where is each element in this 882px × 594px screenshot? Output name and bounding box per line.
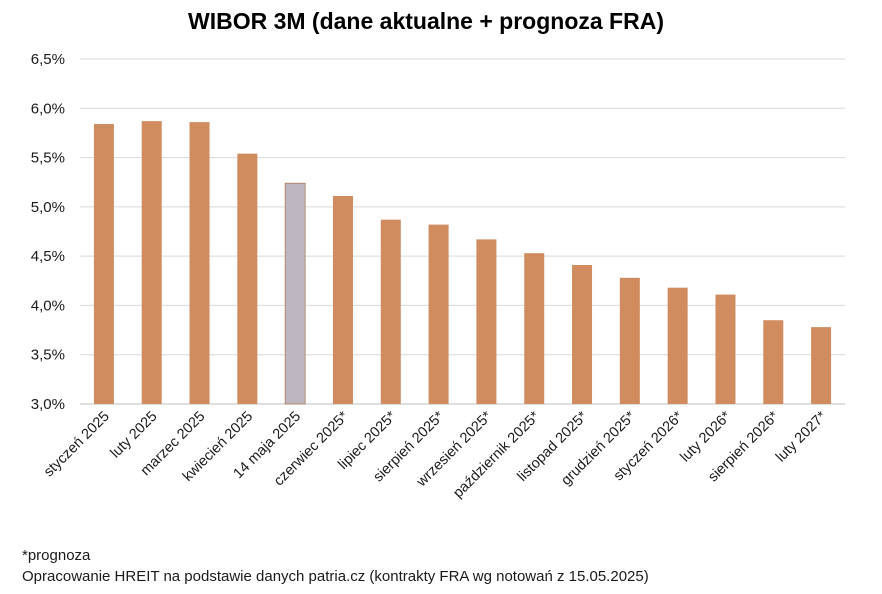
bar — [763, 320, 784, 404]
bar — [715, 294, 736, 404]
x-tick-label: październik 2025* — [450, 408, 543, 501]
bar — [189, 122, 210, 404]
bar — [141, 121, 162, 404]
y-tick-label: 5,0% — [31, 199, 65, 216]
bar — [667, 287, 688, 404]
bar — [476, 239, 497, 404]
bar — [380, 219, 401, 404]
bars — [93, 121, 832, 405]
bar — [237, 153, 258, 404]
y-tick-label: 4,0% — [31, 297, 65, 314]
chart-title: WIBOR 3M (dane aktualne + prognoza FRA) — [187, 8, 664, 34]
y-tick-label: 3,0% — [31, 396, 65, 413]
bar — [619, 277, 640, 404]
x-tick-label: luty 2027* — [773, 408, 830, 465]
y-axis-tick-labels: 3,0% 3,5% 4,0% 4,5% 5,0% 5,5% 6,0% 6,5% — [31, 51, 65, 413]
bar — [93, 124, 114, 405]
y-tick-label: 4,5% — [31, 248, 65, 265]
y-tick-label: 5,5% — [31, 150, 65, 167]
bar — [572, 265, 593, 404]
bar — [332, 196, 353, 404]
y-tick-label: 3,5% — [31, 347, 65, 364]
forecast-footnote: *prognoza — [22, 547, 91, 564]
x-tick-label: styczeń 2025 — [41, 409, 113, 481]
bar — [811, 327, 832, 404]
bar — [524, 253, 545, 404]
y-tick-label: 6,0% — [31, 100, 65, 117]
bar — [284, 182, 306, 405]
bar — [428, 224, 449, 404]
y-tick-label: 6,5% — [31, 51, 65, 68]
source-footnote: Opracowanie HREIT na podstawie danych pa… — [22, 568, 649, 585]
